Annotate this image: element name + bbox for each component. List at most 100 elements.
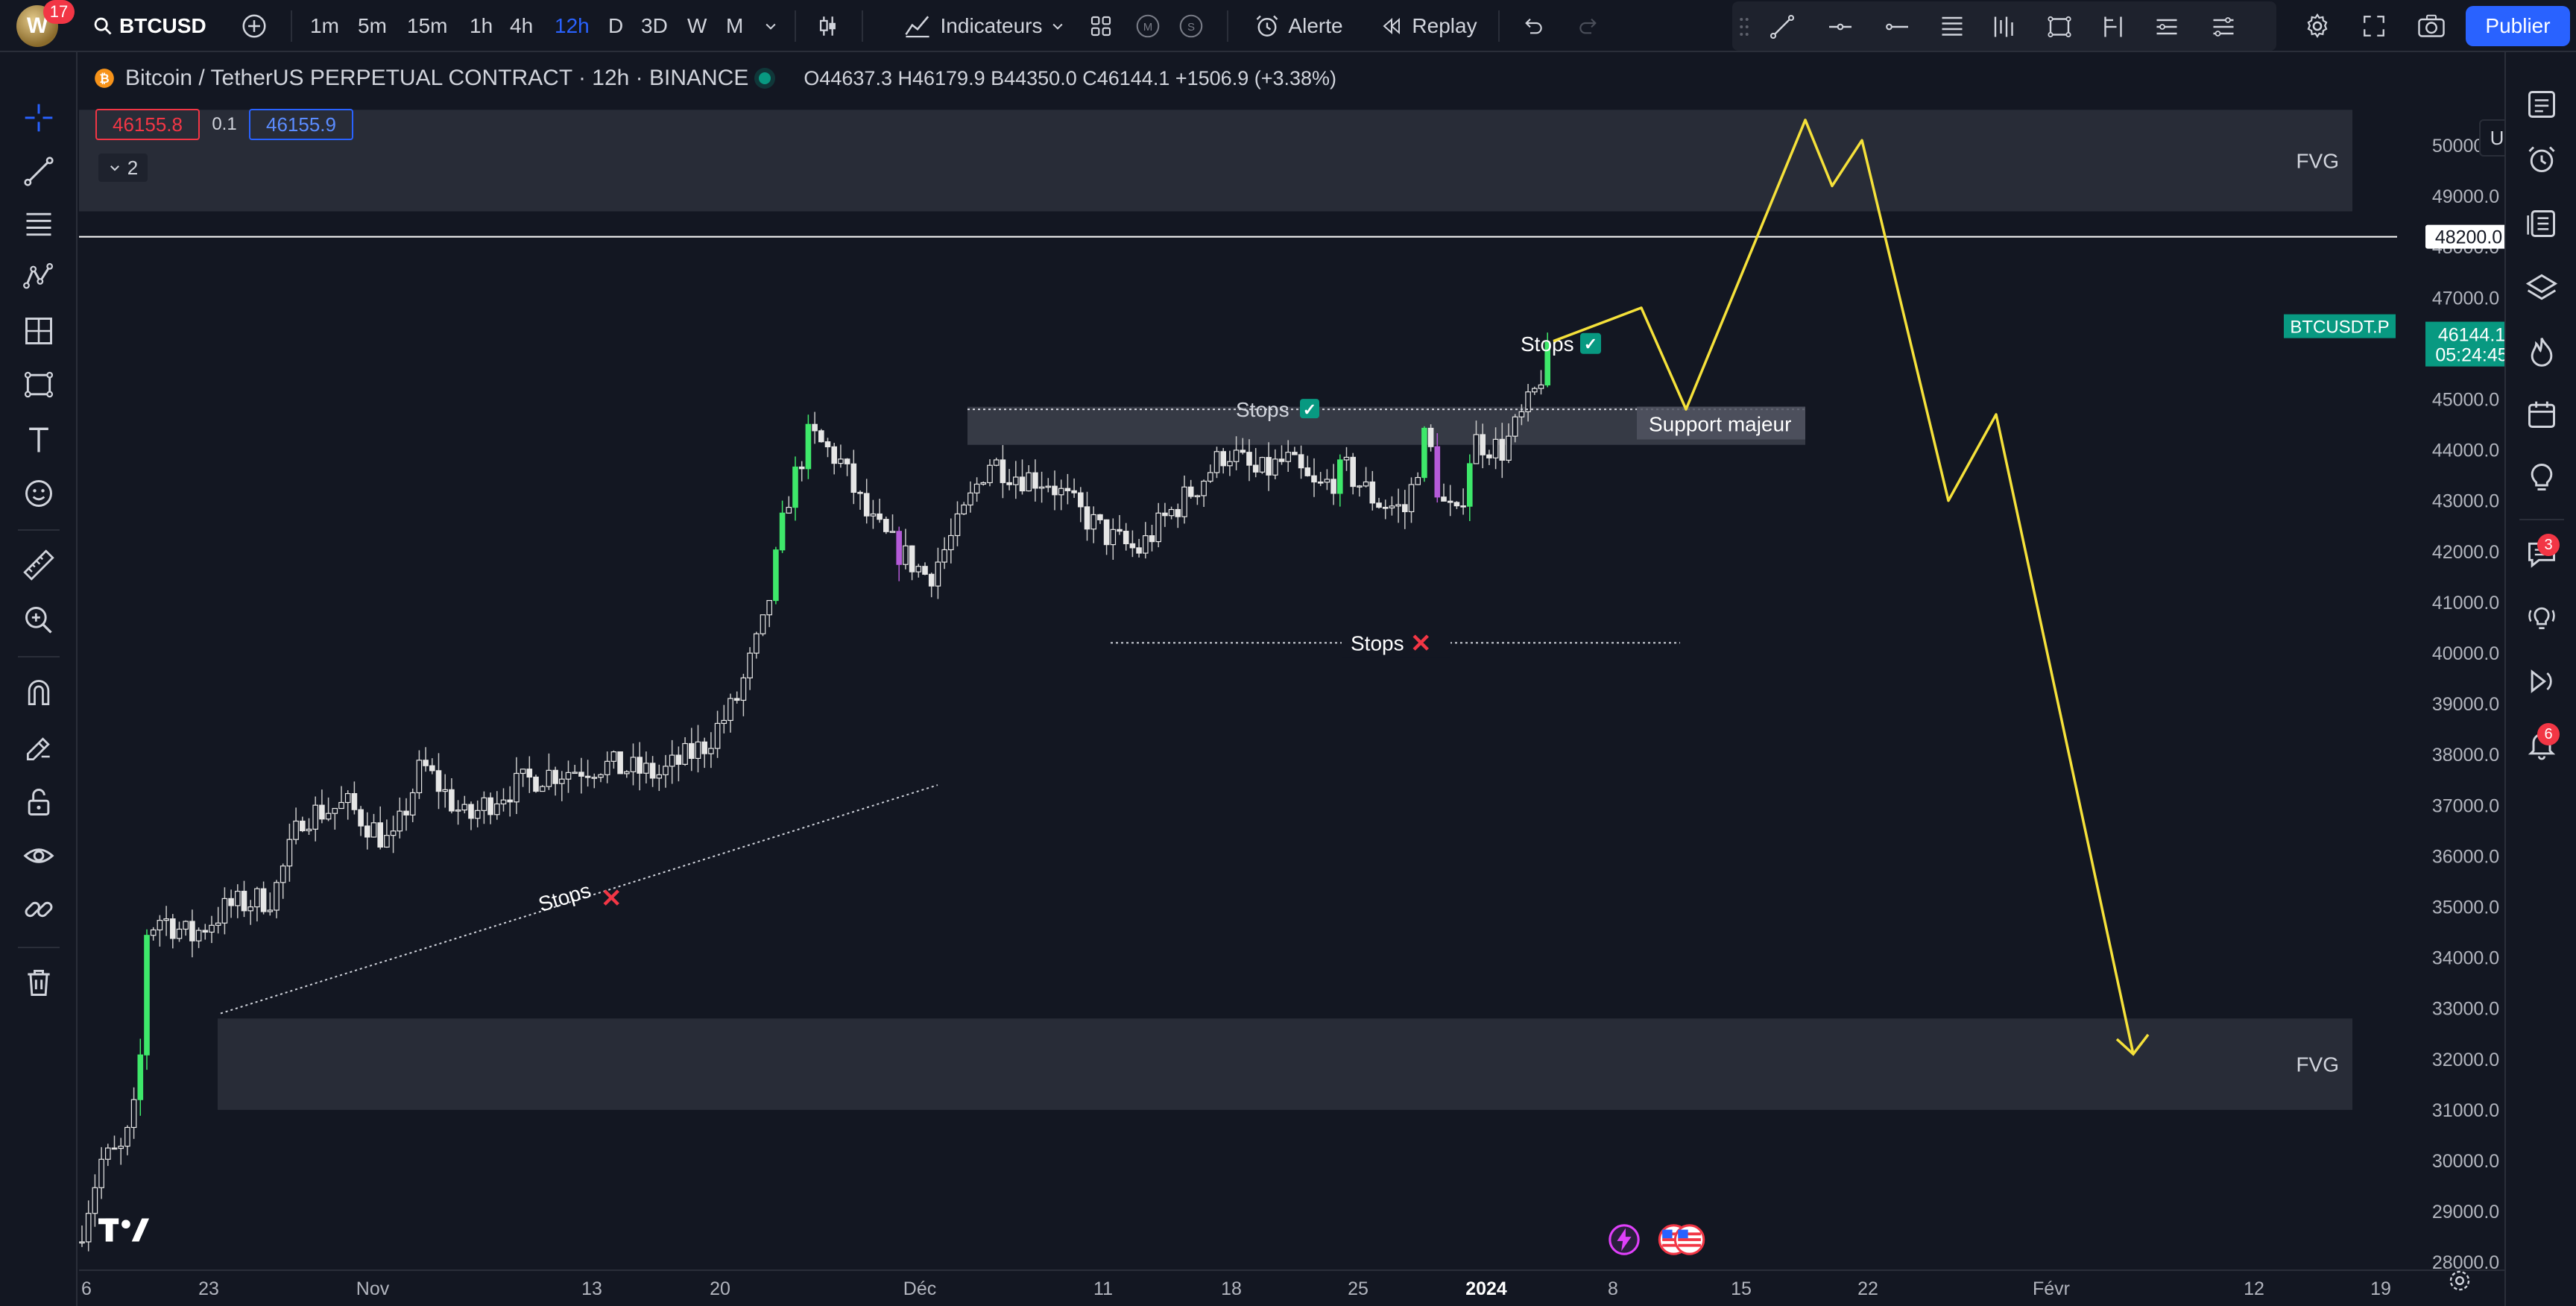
top-toolbar: W 17 BTCUSD 1m 5m 15m 1h 4h 12h D 3D W M… [0, 0, 2576, 52]
fib-retracement-tool[interactable] [1932, 10, 1972, 43]
drag-handle[interactable] [1735, 10, 1753, 43]
candle-body [1401, 504, 1408, 513]
ruler-tool[interactable] [16, 543, 61, 587]
drawing-mode-tool[interactable] [16, 726, 61, 771]
time-axis-settings-icon[interactable] [2446, 1267, 2473, 1294]
alert-m-indicator[interactable]: M [1133, 9, 1163, 43]
trend-line-tool[interactable] [1762, 10, 1802, 43]
alerts-panel-button[interactable] [2519, 137, 2564, 182]
red-cross-icon: ✕ [1410, 629, 1432, 657]
candle-body [798, 466, 805, 470]
magnet-tool[interactable] [16, 671, 61, 716]
object-tree-button[interactable] [2519, 201, 2564, 246]
candle-body [1518, 411, 1525, 417]
candle-body [1499, 438, 1506, 461]
level-price-tag [2425, 224, 2504, 249]
price-tick-label: 28000.0 [2432, 1252, 2499, 1273]
layers-button[interactable] [2519, 265, 2564, 310]
text-tool[interactable] [16, 417, 61, 462]
lightning-event-icon[interactable] [1607, 1223, 1641, 1257]
redo-button[interactable] [1570, 9, 1607, 43]
tech-support-button[interactable] [2519, 595, 2564, 640]
pitchfork-tool[interactable] [2093, 10, 2133, 43]
forecast-tool[interactable] [16, 309, 61, 353]
candle-body [1129, 543, 1136, 549]
indicators-button[interactable]: Indicateurs [880, 9, 1066, 43]
settings-button[interactable] [2297, 9, 2337, 43]
fib-tool[interactable] [16, 201, 61, 246]
vertical-lines-tool[interactable] [1984, 10, 2024, 43]
alert-button[interactable]: Alerte [1246, 9, 1351, 43]
lock-drawings-tool[interactable] [16, 780, 61, 824]
candle-body [384, 835, 390, 848]
hide-drawings-tool[interactable] [16, 833, 61, 878]
remove-drawings-tool[interactable] [16, 960, 61, 1005]
rectangle-tool[interactable] [2039, 10, 2080, 43]
candle-body [760, 614, 766, 634]
watchlist-button[interactable] [2519, 82, 2564, 127]
fullscreen-button[interactable] [2354, 9, 2394, 43]
timeframe-m[interactable]: M [726, 14, 744, 37]
emoji-tool[interactable] [16, 471, 61, 516]
horizontal-line-tool[interactable] [1820, 10, 1860, 43]
chart-type-button[interactable] [811, 9, 845, 43]
timeframe-dropdown[interactable] [759, 9, 783, 43]
timeframe-5m[interactable]: 5m [358, 14, 387, 37]
compare-symbol-button[interactable] [236, 9, 273, 43]
screenshot-button[interactable] [2411, 9, 2452, 43]
pattern-tool[interactable] [16, 255, 61, 300]
channel-tool[interactable] [2203, 10, 2244, 43]
collapse-indicators-button[interactable]: 2 [98, 154, 148, 182]
replay-button[interactable]: Replay [1374, 9, 1482, 43]
chart-pane[interactable]: FVGFVG50000.049000.048000.047000.045000.… [79, 54, 2504, 1306]
time-tick-label: 19 [2370, 1278, 2391, 1299]
alert-s-indicator[interactable]: S [1176, 9, 1206, 43]
timeframe-w[interactable]: W [687, 14, 707, 37]
line-tool[interactable] [16, 149, 61, 194]
ideas-button[interactable] [2519, 455, 2564, 499]
symbol-search[interactable]: BTCUSD [92, 10, 206, 42]
undo-button[interactable] [1515, 9, 1552, 43]
chats-button[interactable]: 3 [2519, 532, 2564, 577]
candle-body [973, 483, 980, 493]
timeframe-12h[interactable]: 12h [555, 14, 590, 37]
stops-trend-label: Stops [536, 878, 594, 916]
chart-symbol-title[interactable]: Bitcoin / TetherUS PERPETUAL CONTRACT · … [125, 66, 749, 90]
us-economic-event-icon[interactable] [1656, 1223, 1708, 1257]
regression-tool[interactable] [2147, 10, 2187, 43]
layout-button[interactable] [1084, 9, 1118, 43]
horizontal-ray-tool[interactable] [1877, 10, 1917, 43]
zoom-tool[interactable] [16, 598, 61, 643]
notifications-button[interactable]: 6 [2519, 722, 2564, 766]
calendar-button[interactable] [2519, 392, 2564, 437]
price-chart[interactable]: FVGFVG50000.049000.048000.047000.045000.… [79, 54, 2504, 1306]
sync-drawings-tool[interactable] [16, 887, 61, 932]
time-tick-label: 12 [2244, 1278, 2264, 1299]
hotlists-button[interactable] [2519, 329, 2564, 374]
stops-label-bg [1342, 628, 1450, 658]
indicator-count: 2 [127, 156, 139, 179]
timeframe-15m[interactable]: 15m [407, 14, 448, 37]
publish-button[interactable]: Publier [2466, 6, 2570, 46]
streams-button[interactable] [2519, 659, 2564, 704]
link-icon [25, 901, 53, 918]
chevron-down-icon [765, 23, 776, 30]
lightbulb-icon [2531, 464, 2553, 490]
timeframe-1h[interactable]: 1h [470, 14, 493, 37]
timeframe-d[interactable]: D [608, 14, 624, 37]
timeframe-1m[interactable]: 1m [310, 14, 339, 37]
buy-price-button[interactable]: 46155.9 [249, 109, 353, 140]
currency-selector[interactable]: USDT [2479, 119, 2504, 157]
timeframe-4h[interactable]: 4h [510, 14, 534, 37]
candle-body [1117, 529, 1123, 532]
candle-body [124, 1126, 130, 1147]
indicators-dropdown[interactable] [1046, 9, 1069, 43]
candle-body [779, 512, 786, 551]
crosshair-tool[interactable] [16, 95, 61, 140]
shapes-tool[interactable] [16, 362, 61, 407]
support-label: Support majeur [1649, 413, 1791, 436]
candle-body [157, 920, 163, 931]
candle-body [546, 769, 552, 787]
sell-price-button[interactable]: 46155.8 [95, 109, 200, 140]
timeframe-3d[interactable]: 3D [641, 14, 668, 37]
